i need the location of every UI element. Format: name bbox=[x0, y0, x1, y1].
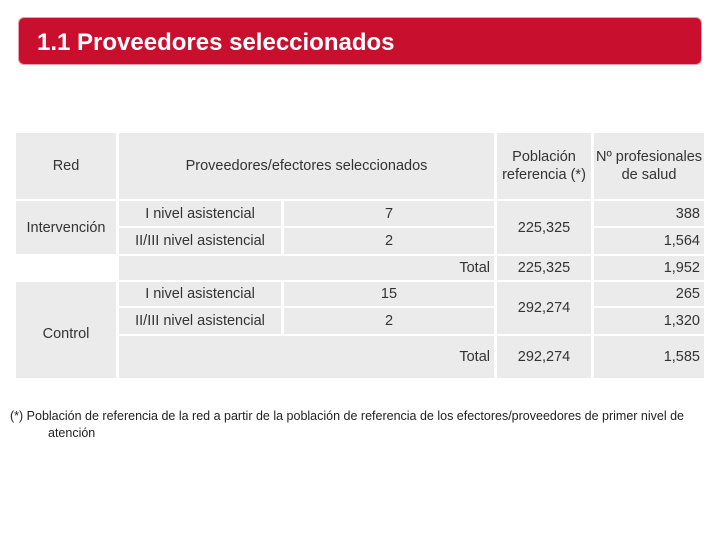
footnote: (*) Población de referencia de la red a … bbox=[10, 409, 684, 440]
title-bar: 1.1 Proveedores seleccionados bbox=[19, 18, 701, 64]
count-cell: 7 bbox=[284, 201, 494, 226]
total-poblacion: 225,325 bbox=[497, 256, 591, 280]
nivel-cell: I nivel asistencial bbox=[119, 201, 281, 226]
count-cell: 2 bbox=[284, 308, 494, 334]
header-proveedores: Proveedores/efectores seleccionados bbox=[119, 133, 494, 199]
poblacion-cell: 292,274 bbox=[497, 282, 591, 334]
total-label: Total bbox=[119, 336, 494, 378]
total-poblacion: 292,274 bbox=[497, 336, 591, 378]
count-cell: 15 bbox=[284, 282, 494, 306]
poblacion-cell: 225,325 bbox=[497, 201, 591, 254]
profesionales-cell: 388 bbox=[594, 201, 704, 226]
header-poblacion: Población referencia (*) bbox=[497, 133, 591, 199]
nivel-cell: I nivel asistencial bbox=[119, 282, 281, 306]
page-title: 1.1 Proveedores seleccionados bbox=[37, 29, 395, 56]
header-red: Red bbox=[16, 133, 116, 199]
nivel-cell: II/III nivel asistencial bbox=[119, 228, 281, 254]
header-profesionales: Nº profesionales de salud bbox=[594, 133, 704, 199]
profesionales-cell: 1,320 bbox=[594, 308, 704, 334]
red-control: Control bbox=[16, 282, 116, 378]
red-intervencion: Intervención bbox=[16, 201, 116, 254]
nivel-cell: II/III nivel asistencial bbox=[119, 308, 281, 334]
profesionales-cell: 265 bbox=[594, 282, 704, 306]
count-cell: 2 bbox=[284, 228, 494, 254]
total-profesionales: 1,585 bbox=[594, 336, 704, 378]
profesionales-cell: 1,564 bbox=[594, 228, 704, 254]
total-profesionales: 1,952 bbox=[594, 256, 704, 280]
total-label: Total bbox=[119, 256, 494, 280]
